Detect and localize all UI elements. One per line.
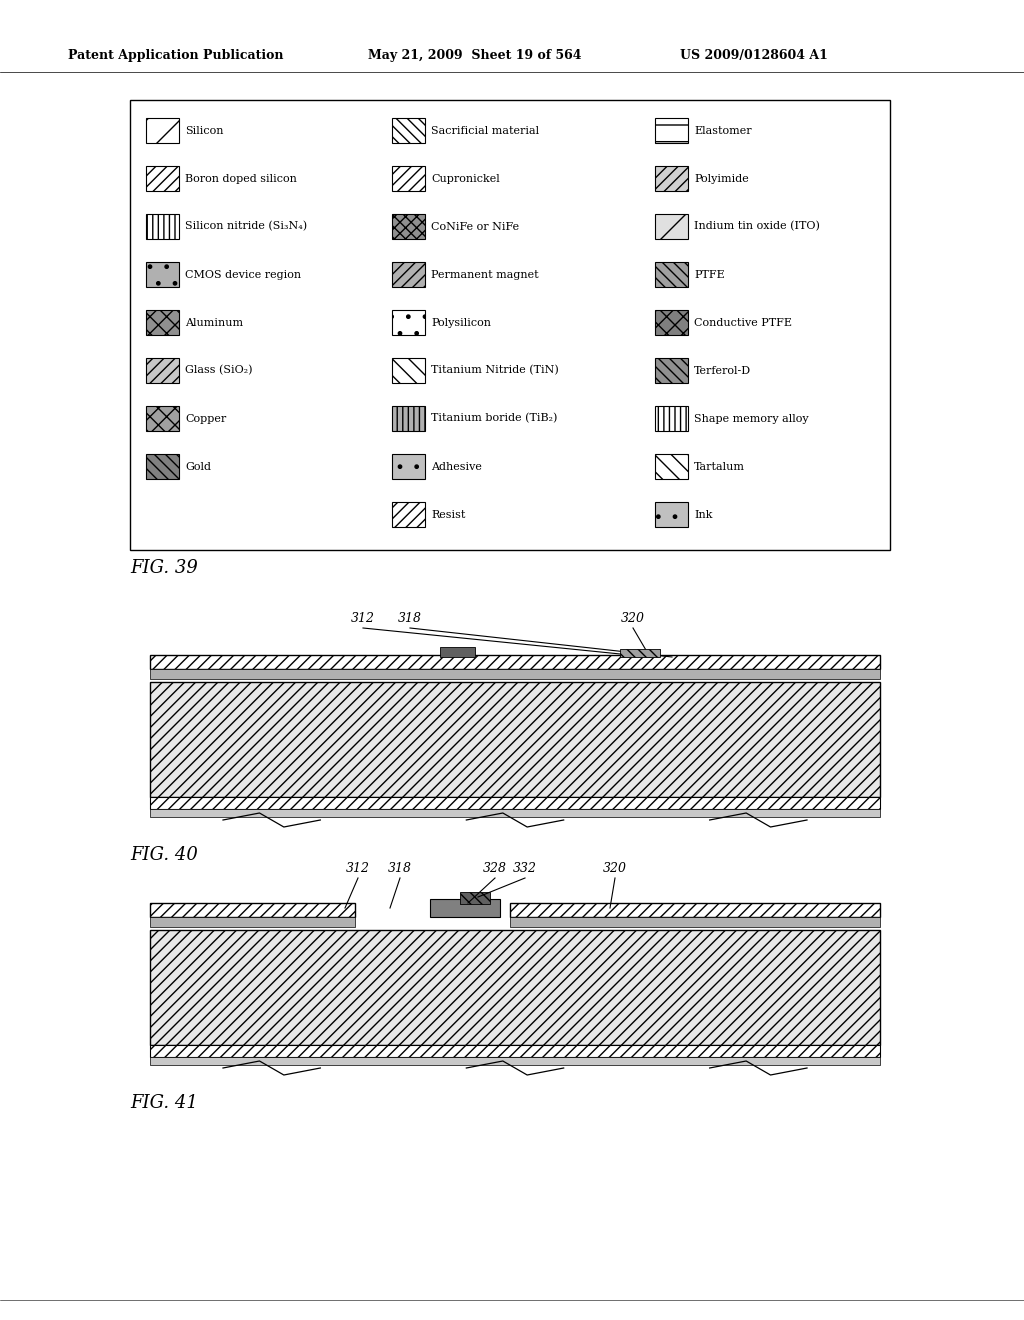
Bar: [655, 310, 688, 335]
Bar: [655, 261, 688, 286]
Text: Terferol-D: Terferol-D: [694, 366, 752, 375]
Text: 318: 318: [398, 611, 422, 624]
Bar: [392, 358, 425, 383]
Bar: [392, 310, 425, 335]
Bar: [460, 892, 490, 904]
Text: Silicon: Silicon: [185, 125, 223, 136]
Bar: [620, 649, 660, 657]
Bar: [146, 358, 179, 383]
Bar: [146, 261, 179, 286]
Text: Elastomer: Elastomer: [694, 125, 752, 136]
Text: Polysilicon: Polysilicon: [431, 318, 490, 327]
Bar: [510, 903, 880, 917]
Text: 312: 312: [351, 611, 375, 624]
Bar: [392, 117, 425, 143]
Bar: [150, 682, 880, 797]
Bar: [150, 903, 355, 917]
Bar: [150, 809, 880, 817]
Bar: [392, 166, 425, 191]
Text: 320: 320: [621, 611, 645, 624]
Bar: [150, 917, 355, 927]
Text: Resist: Resist: [431, 510, 465, 520]
Bar: [655, 166, 688, 191]
Text: Cupronickel: Cupronickel: [431, 173, 500, 183]
Bar: [655, 358, 688, 383]
Bar: [655, 502, 688, 527]
Bar: [440, 647, 475, 657]
Bar: [146, 117, 179, 143]
Text: May 21, 2009  Sheet 19 of 564: May 21, 2009 Sheet 19 of 564: [368, 49, 582, 62]
Text: 320: 320: [603, 862, 627, 874]
Text: Polyimide: Polyimide: [694, 173, 749, 183]
Text: CMOS device region: CMOS device region: [185, 269, 301, 280]
Text: FIG. 41: FIG. 41: [130, 1094, 198, 1111]
Bar: [146, 454, 179, 479]
Bar: [146, 407, 179, 432]
Bar: [392, 502, 425, 527]
Text: Boron doped silicon: Boron doped silicon: [185, 173, 297, 183]
Bar: [655, 214, 688, 239]
Bar: [655, 407, 688, 432]
Bar: [150, 1045, 880, 1057]
Text: US 2009/0128604 A1: US 2009/0128604 A1: [680, 49, 827, 62]
Text: 312: 312: [346, 862, 370, 874]
Bar: [655, 117, 688, 143]
Text: Aluminum: Aluminum: [185, 318, 243, 327]
Text: Adhesive: Adhesive: [431, 462, 482, 471]
Bar: [392, 261, 425, 286]
Text: Conductive PTFE: Conductive PTFE: [694, 318, 792, 327]
Text: Sacrificial material: Sacrificial material: [431, 125, 539, 136]
Text: Copper: Copper: [185, 413, 226, 424]
Bar: [150, 797, 880, 809]
Text: 318: 318: [388, 862, 412, 874]
Bar: [150, 655, 880, 669]
Bar: [150, 1057, 880, 1065]
Text: Ink: Ink: [694, 510, 713, 520]
Text: Tartalum: Tartalum: [694, 462, 745, 471]
Text: FIG. 39: FIG. 39: [130, 558, 198, 577]
Text: Indium tin oxide (ITO): Indium tin oxide (ITO): [694, 222, 820, 231]
Text: FIG. 40: FIG. 40: [130, 846, 198, 865]
Text: Shape memory alloy: Shape memory alloy: [694, 413, 809, 424]
Bar: [146, 310, 179, 335]
Bar: [130, 100, 890, 550]
Text: Silicon nitride (Si₃N₄): Silicon nitride (Si₃N₄): [185, 222, 307, 231]
Text: Titanium Nitride (TiN): Titanium Nitride (TiN): [431, 366, 559, 376]
Bar: [150, 669, 880, 678]
Text: Patent Application Publication: Patent Application Publication: [68, 49, 284, 62]
Text: 332: 332: [513, 862, 537, 874]
Text: Permanent magnet: Permanent magnet: [431, 269, 539, 280]
Bar: [392, 407, 425, 432]
Bar: [510, 917, 880, 927]
Bar: [146, 214, 179, 239]
Bar: [430, 899, 500, 917]
Text: CoNiFe or NiFe: CoNiFe or NiFe: [431, 222, 519, 231]
Text: Gold: Gold: [185, 462, 211, 471]
Text: 328: 328: [483, 862, 507, 874]
Text: Titanium boride (TiB₂): Titanium boride (TiB₂): [431, 413, 557, 424]
Text: Glass (SiO₂): Glass (SiO₂): [185, 366, 253, 376]
Text: PTFE: PTFE: [694, 269, 725, 280]
Bar: [392, 214, 425, 239]
Bar: [146, 166, 179, 191]
Bar: [150, 931, 880, 1045]
Bar: [392, 454, 425, 479]
Bar: [655, 454, 688, 479]
